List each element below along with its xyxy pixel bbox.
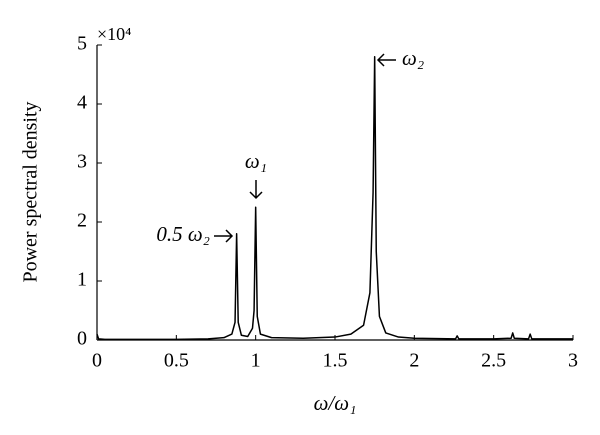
x-axis-label: ω/ω₁ bbox=[314, 391, 357, 415]
y-tick-label: 0 bbox=[77, 328, 87, 350]
y-tick-label: 4 bbox=[77, 92, 87, 114]
x-tick-label: 0 bbox=[92, 350, 102, 372]
x-tick-label: 1 bbox=[251, 350, 261, 372]
arrow bbox=[214, 229, 234, 243]
y-tick-label: 3 bbox=[77, 151, 87, 173]
x-tick-label: 2.5 bbox=[481, 350, 506, 372]
y-tick-label: 5 bbox=[77, 33, 87, 55]
x-tick-label: 0.5 bbox=[164, 350, 189, 372]
annotation: ω₁ bbox=[245, 149, 267, 173]
arrow bbox=[376, 53, 396, 67]
x-tick-label: 2 bbox=[409, 350, 419, 372]
annotation: ω₂ bbox=[402, 46, 424, 70]
y-multiplier: ×10⁴ bbox=[97, 24, 131, 44]
x-tick-label: 3 bbox=[568, 350, 578, 372]
y-axis-label: Power spectral density bbox=[20, 101, 42, 282]
annotation: 0.5 ω₂ bbox=[156, 222, 210, 246]
x-tick-label: 1.5 bbox=[323, 350, 348, 372]
arrow bbox=[249, 180, 263, 200]
spectrum-line bbox=[96, 56, 573, 341]
y-tick-label: 2 bbox=[77, 210, 87, 232]
y-tick-label: 1 bbox=[77, 269, 87, 291]
